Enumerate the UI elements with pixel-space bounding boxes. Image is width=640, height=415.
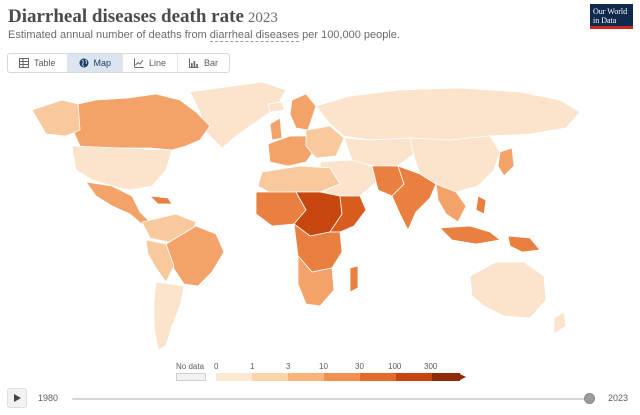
tab-line-label: Line <box>149 58 167 68</box>
legend-bin-1[interactable] <box>252 373 288 381</box>
tab-line[interactable]: Line <box>123 54 179 72</box>
tab-table-label: Table <box>34 58 56 68</box>
tab-map-label: Map <box>93 58 112 68</box>
region-argentina-chile[interactable] <box>153 281 185 351</box>
tab-bar[interactable]: Bar <box>178 54 229 72</box>
legend-bin-5[interactable] <box>396 373 432 381</box>
region-southern-africa[interactable] <box>297 254 335 307</box>
view-tabs: Table Map Line Bar <box>7 53 231 73</box>
subtitle-start: Estimated annual number of deaths from <box>8 29 210 41</box>
legend-bin-0[interactable] <box>216 373 252 381</box>
region-east-africa[interactable] <box>329 195 367 233</box>
logo-line-2: in Data <box>593 16 617 25</box>
legend-tick-label: 0 <box>214 362 219 371</box>
timeline-end-year: 2023 <box>608 393 629 403</box>
region-madagascar[interactable] <box>349 265 359 293</box>
region-russia[interactable] <box>315 87 581 141</box>
globe-icon <box>79 58 89 68</box>
legend-tick-label: 300 <box>424 362 438 371</box>
play-icon <box>14 394 21 402</box>
region-philippines[interactable] <box>475 195 487 215</box>
chart-title: Diarrheal diseases death rate <box>8 6 244 27</box>
region-papua-new-guinea[interactable] <box>507 235 541 253</box>
region-united-states[interactable] <box>71 145 173 191</box>
timeline-track[interactable] <box>72 398 592 400</box>
legend-tick-label: 30 <box>355 362 364 371</box>
legend-bin-3[interactable] <box>324 373 360 381</box>
legend-arrow-icon <box>458 373 466 381</box>
region-canada[interactable] <box>71 93 211 151</box>
region-new-zealand[interactable] <box>553 311 567 335</box>
region-indonesia[interactable] <box>439 225 501 245</box>
region-india[interactable] <box>391 165 437 231</box>
bar-chart-icon <box>189 58 199 68</box>
timeline-handle[interactable] <box>584 393 595 404</box>
legend-tick-label: 10 <box>319 362 328 371</box>
legend-no-data-label: No data <box>176 362 205 371</box>
region-caribbean[interactable] <box>148 195 173 205</box>
legend-bin-4[interactable] <box>360 373 396 381</box>
timeline-start-year: 1980 <box>38 393 59 403</box>
world-map[interactable] <box>0 80 640 360</box>
tab-table[interactable]: Table <box>8 54 68 72</box>
legend-no-data-swatch[interactable] <box>176 373 206 381</box>
chart-title-row: Diarrheal diseases death rate 2023 <box>8 6 278 28</box>
legend-tick-label: 3 <box>286 362 291 371</box>
owid-logo[interactable]: Our World in Data <box>590 4 633 29</box>
legend-bin-2[interactable] <box>288 373 324 381</box>
play-button[interactable] <box>7 388 27 408</box>
logo-line-1: Our World <box>593 7 628 16</box>
region-iceland[interactable] <box>267 101 285 113</box>
line-chart-icon <box>134 58 144 68</box>
region-alaska[interactable] <box>31 99 81 137</box>
region-brazil[interactable] <box>165 225 225 287</box>
legend-bin-6[interactable] <box>432 373 460 381</box>
region-scandinavia[interactable] <box>289 93 317 131</box>
legend-tick-label: 1 <box>250 362 255 371</box>
region-southeast-asia[interactable] <box>435 183 467 223</box>
table-icon <box>19 58 29 68</box>
region-japan-korea[interactable] <box>497 147 515 177</box>
chart-subtitle: Estimated annual number of deaths from d… <box>8 29 400 42</box>
tab-map[interactable]: Map <box>67 54 124 72</box>
region-peru-bolivia[interactable] <box>145 239 175 283</box>
subtitle-term-link[interactable]: diarrheal diseases <box>209 29 300 42</box>
region-eastern-europe[interactable] <box>305 125 345 159</box>
region-western-europe[interactable] <box>267 135 317 167</box>
tab-bar-label: Bar <box>204 58 219 68</box>
subtitle-end: per 100,000 people. <box>299 29 400 41</box>
map-legend: No data 0 1 3 10 30 100 300 <box>0 360 640 386</box>
region-china[interactable] <box>409 135 501 193</box>
year-timeline: 1980 2023 <box>0 386 640 415</box>
region-mexico-central-america[interactable] <box>85 181 151 227</box>
chart-year: 2023 <box>247 10 278 26</box>
legend-tick-label: 100 <box>388 362 402 371</box>
region-uk[interactable] <box>269 117 283 141</box>
region-australia[interactable] <box>469 261 547 319</box>
region-middle-east[interactable] <box>319 159 377 205</box>
